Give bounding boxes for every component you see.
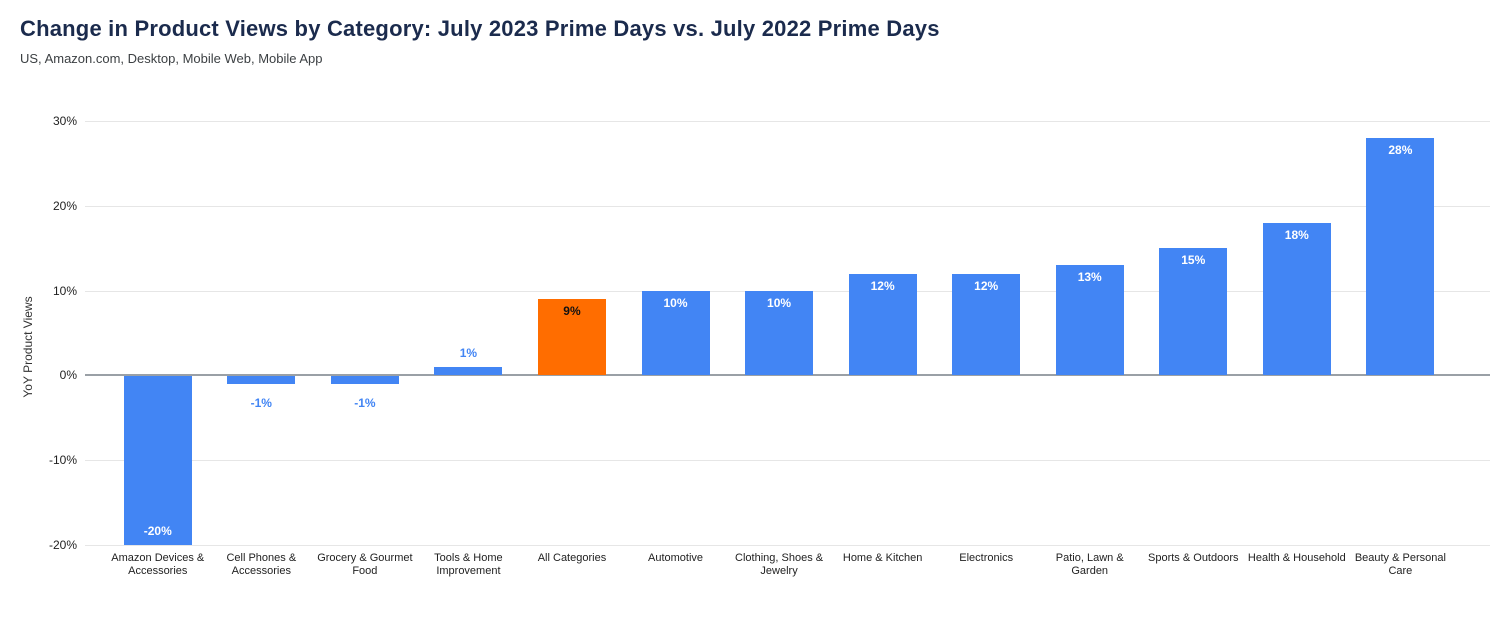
bar-health-household[interactable] (1262, 222, 1331, 376)
bar-value-label: 28% (1388, 142, 1413, 157)
bar-value-label: 10% (663, 295, 688, 310)
bar-amazon-devices-accessories[interactable] (123, 376, 192, 545)
category-label-amazon-devices-accessories: Amazon Devices & Accessories (111, 552, 205, 577)
bar-value-label: 1% (459, 345, 478, 360)
bar-grocery-gourmet-food[interactable] (330, 376, 399, 384)
gridline (85, 205, 1490, 207)
bar-cell-phones-accessories[interactable] (227, 376, 296, 384)
gridline (85, 121, 1490, 122)
plot-area: 30% 20% 10% 0% -10% -20% -20% Amazon Devices & … (49, 114, 1490, 577)
category-label-beauty-personal-care: Beauty & Personal Care (1354, 552, 1446, 577)
bar-automotive[interactable] (641, 290, 710, 376)
bar-sports-outdoors[interactable] (1159, 248, 1228, 376)
bar-value-label: 12% (974, 278, 999, 293)
y-tick-label: 20% (52, 198, 77, 213)
category-label-clothing-shoes-jewelry: Clothing, Shoes & Jewelry (735, 552, 824, 577)
category-label-tools-home-improvement: Tools & Home Improvement (434, 552, 503, 577)
bar-value-label: -1% (250, 395, 272, 410)
bar-value-label: 12% (870, 278, 895, 293)
bar-value-label: -1% (354, 395, 376, 410)
bar-electronics[interactable] (952, 273, 1021, 376)
y-tick-label: 0% (59, 368, 77, 383)
y-tick-label: 30% (52, 114, 77, 128)
category-label-health-household: Health & Household (1247, 552, 1346, 564)
bar-home-kitchen[interactable] (848, 273, 917, 376)
y-axis-title: YoY Product Views (21, 296, 35, 398)
gridline (85, 460, 1490, 462)
y-tick-label: -10% (48, 453, 77, 468)
y-tick-label: -20% (48, 538, 77, 552)
gridline (85, 545, 1490, 546)
category-label-home-kitchen: Home & Kitchen (842, 552, 923, 564)
page-subtitle: US, Amazon.com, Desktop, Mobile Web, Mob… (20, 51, 323, 66)
zero-axis-line (85, 374, 1490, 377)
bar-value-label: 15% (1181, 253, 1206, 268)
category-label-cell-phones-accessories: Cell Phones & Accessories (226, 552, 297, 577)
bar-value-label: 10% (767, 295, 792, 310)
category-label-grocery-gourmet-food: Grocery & Gourmet Food (317, 552, 413, 577)
bar-patio-lawn-garden[interactable] (1055, 265, 1124, 376)
bar-value-label: 13% (1077, 270, 1102, 285)
category-label-automotive: Automotive (648, 552, 704, 564)
bar-value-label: -20% (143, 524, 172, 538)
category-label-patio-lawn-garden: Patio, Lawn & Garden (1055, 552, 1124, 577)
y-tick-label: 10% (52, 283, 77, 298)
bar-value-label: 9% (563, 304, 581, 319)
bar-tools-home-improvement[interactable] (434, 366, 503, 376)
bar-all-categories[interactable] (537, 299, 606, 376)
page-title: Change in Product Views by Category: Jul… (20, 16, 940, 41)
bar-clothing-shoes-jewelry[interactable] (745, 290, 814, 376)
category-label-all-categories: All Categories (537, 552, 607, 564)
bar-value-label: 18% (1284, 227, 1309, 242)
category-label-electronics: Electronics (959, 552, 1014, 564)
bar-beauty-personal-care[interactable] (1366, 137, 1435, 376)
category-label-sports-outdoors: Sports & Outdoors (1148, 552, 1239, 564)
